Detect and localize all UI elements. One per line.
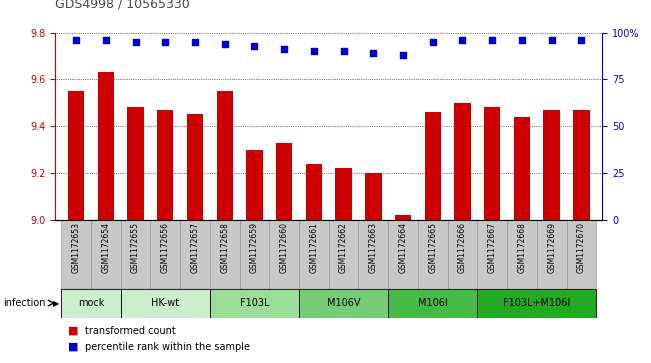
Text: GSM1172661: GSM1172661 xyxy=(309,222,318,273)
Text: GSM1172663: GSM1172663 xyxy=(369,222,378,273)
Bar xyxy=(454,103,471,220)
Text: GSM1172655: GSM1172655 xyxy=(131,222,140,273)
Bar xyxy=(573,110,590,220)
Text: ■: ■ xyxy=(68,326,83,336)
Point xyxy=(71,37,81,43)
Bar xyxy=(68,91,85,220)
Text: GSM1172670: GSM1172670 xyxy=(577,222,586,273)
Bar xyxy=(424,112,441,220)
Text: GSM1172658: GSM1172658 xyxy=(220,222,229,273)
Bar xyxy=(514,117,530,220)
Text: transformed count: transformed count xyxy=(85,326,175,336)
Text: GSM1172662: GSM1172662 xyxy=(339,222,348,273)
Text: GSM1172668: GSM1172668 xyxy=(518,222,527,273)
Bar xyxy=(150,220,180,289)
Text: percentile rank within the sample: percentile rank within the sample xyxy=(85,342,249,352)
Point xyxy=(190,39,201,45)
Bar xyxy=(120,289,210,318)
Bar xyxy=(395,215,411,220)
Bar xyxy=(180,220,210,289)
Bar xyxy=(157,110,173,220)
Bar xyxy=(210,289,299,318)
Bar xyxy=(306,163,322,220)
Bar xyxy=(335,168,352,220)
Text: infection: infection xyxy=(3,298,46,308)
Bar xyxy=(299,220,329,289)
Text: mock: mock xyxy=(78,298,104,308)
Bar xyxy=(246,150,262,220)
Bar xyxy=(365,173,381,220)
Bar xyxy=(98,72,114,220)
Text: GSM1172656: GSM1172656 xyxy=(161,222,170,273)
Bar xyxy=(210,220,240,289)
Point xyxy=(487,37,497,43)
Text: ■: ■ xyxy=(68,342,83,352)
Point xyxy=(309,48,319,54)
Bar xyxy=(128,107,144,220)
Bar xyxy=(329,220,359,289)
Point xyxy=(398,52,408,58)
Point xyxy=(249,43,260,49)
Text: GSM1172665: GSM1172665 xyxy=(428,222,437,273)
Text: ▶: ▶ xyxy=(53,299,60,307)
Bar xyxy=(91,220,120,289)
Point xyxy=(279,46,290,52)
Bar xyxy=(418,220,448,289)
Text: GSM1172667: GSM1172667 xyxy=(488,222,497,273)
Text: GSM1172666: GSM1172666 xyxy=(458,222,467,273)
Text: M106I: M106I xyxy=(418,298,448,308)
Point xyxy=(130,39,141,45)
Bar xyxy=(484,107,501,220)
Point xyxy=(101,37,111,43)
Point xyxy=(368,50,378,56)
Point xyxy=(339,48,349,54)
Bar xyxy=(507,220,537,289)
Point xyxy=(517,37,527,43)
Bar xyxy=(448,220,477,289)
Point xyxy=(219,41,230,47)
Bar xyxy=(276,143,292,220)
Text: GDS4998 / 10565330: GDS4998 / 10565330 xyxy=(55,0,190,11)
Text: GSM1172653: GSM1172653 xyxy=(72,222,81,273)
Point xyxy=(546,37,557,43)
Bar xyxy=(187,114,203,220)
Bar xyxy=(359,220,388,289)
Point xyxy=(428,39,438,45)
Bar xyxy=(120,220,150,289)
Bar xyxy=(388,289,477,318)
Bar xyxy=(270,220,299,289)
Point xyxy=(160,39,171,45)
Bar xyxy=(61,220,91,289)
Text: GSM1172654: GSM1172654 xyxy=(102,222,111,273)
Text: GSM1172660: GSM1172660 xyxy=(280,222,288,273)
Bar xyxy=(544,110,560,220)
Bar xyxy=(61,289,120,318)
Text: GSM1172659: GSM1172659 xyxy=(250,222,259,273)
Bar xyxy=(217,91,233,220)
Bar xyxy=(477,220,507,289)
Bar xyxy=(240,220,270,289)
Point xyxy=(457,37,467,43)
Text: GSM1172664: GSM1172664 xyxy=(398,222,408,273)
Bar xyxy=(388,220,418,289)
Bar xyxy=(477,289,596,318)
Text: M106V: M106V xyxy=(327,298,361,308)
Text: F103L+M106I: F103L+M106I xyxy=(503,298,570,308)
Text: HK-wt: HK-wt xyxy=(151,298,180,308)
Point xyxy=(576,37,587,43)
Bar xyxy=(566,220,596,289)
Bar xyxy=(537,220,566,289)
Text: GSM1172669: GSM1172669 xyxy=(547,222,556,273)
Text: GSM1172657: GSM1172657 xyxy=(191,222,199,273)
Bar xyxy=(299,289,388,318)
Text: F103L: F103L xyxy=(240,298,270,308)
